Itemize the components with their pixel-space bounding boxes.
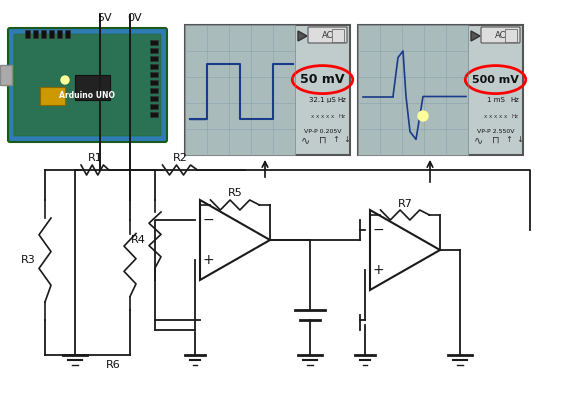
Bar [41, 30, 46, 38]
Bar [358, 25, 468, 155]
Text: ⊓: ⊓ [319, 135, 327, 145]
Text: R4: R4 [131, 235, 145, 245]
Text: R5: R5 [228, 188, 242, 198]
FancyBboxPatch shape [8, 28, 167, 142]
Text: +: + [372, 263, 384, 277]
Polygon shape [298, 31, 307, 41]
Text: −: − [372, 223, 384, 237]
Text: ∿: ∿ [474, 135, 484, 145]
Text: VP-P 2.550V: VP-P 2.550V [477, 129, 514, 134]
Text: ↓: ↓ [517, 135, 524, 145]
FancyBboxPatch shape [308, 27, 347, 43]
FancyBboxPatch shape [14, 34, 161, 136]
Bar [185, 25, 295, 155]
Bar [150, 56, 158, 61]
FancyBboxPatch shape [481, 27, 520, 43]
Text: Arduino UNO: Arduino UNO [59, 91, 115, 100]
Bar [150, 104, 158, 109]
Bar [185, 25, 350, 155]
Text: R1: R1 [88, 153, 102, 163]
Bar [150, 80, 158, 85]
Bar [150, 64, 158, 69]
Text: ↑: ↑ [506, 135, 513, 145]
Circle shape [61, 76, 69, 84]
Text: VP-P 0.205V: VP-P 0.205V [304, 129, 341, 134]
Text: AC: AC [322, 31, 334, 39]
Bar [0, 65, 12, 85]
Bar [25, 30, 30, 38]
Text: Hz: Hz [511, 114, 518, 118]
Bar [150, 40, 158, 45]
Bar [65, 30, 70, 38]
Text: 32.1 µS: 32.1 µS [309, 97, 336, 103]
Text: 500 mV: 500 mV [472, 75, 519, 85]
Text: 0V: 0V [128, 13, 142, 23]
Bar [150, 88, 158, 93]
Text: x x x x x: x x x x x [311, 114, 334, 118]
Circle shape [418, 111, 428, 121]
Bar [75, 75, 110, 100]
Bar [150, 48, 158, 53]
Text: 50 mV: 50 mV [300, 73, 345, 86]
Text: R2: R2 [173, 153, 187, 163]
Bar [150, 112, 158, 117]
Bar [332, 29, 344, 42]
Bar [358, 25, 523, 155]
Text: Hz: Hz [337, 97, 346, 103]
Text: R7: R7 [398, 199, 412, 209]
Text: x x x x x: x x x x x [484, 114, 507, 118]
Text: Hz: Hz [511, 97, 519, 103]
Text: Hz: Hz [338, 114, 345, 118]
Bar [150, 72, 158, 77]
Bar [505, 29, 517, 42]
Text: 1 mS: 1 mS [486, 97, 504, 103]
Text: ∿: ∿ [301, 135, 311, 145]
Polygon shape [471, 31, 480, 41]
Text: 5V: 5V [98, 13, 112, 23]
Text: −: − [202, 213, 214, 227]
Text: R6: R6 [105, 360, 121, 370]
Text: R3: R3 [21, 255, 35, 265]
Text: ↓: ↓ [344, 135, 351, 145]
Text: ↑: ↑ [333, 135, 340, 145]
Bar [150, 96, 158, 101]
Text: +: + [202, 253, 214, 267]
Text: AC: AC [495, 31, 507, 39]
Bar [40, 87, 65, 105]
Bar [33, 30, 38, 38]
Bar [49, 30, 54, 38]
Bar [57, 30, 62, 38]
Text: ⊓: ⊓ [491, 135, 499, 145]
